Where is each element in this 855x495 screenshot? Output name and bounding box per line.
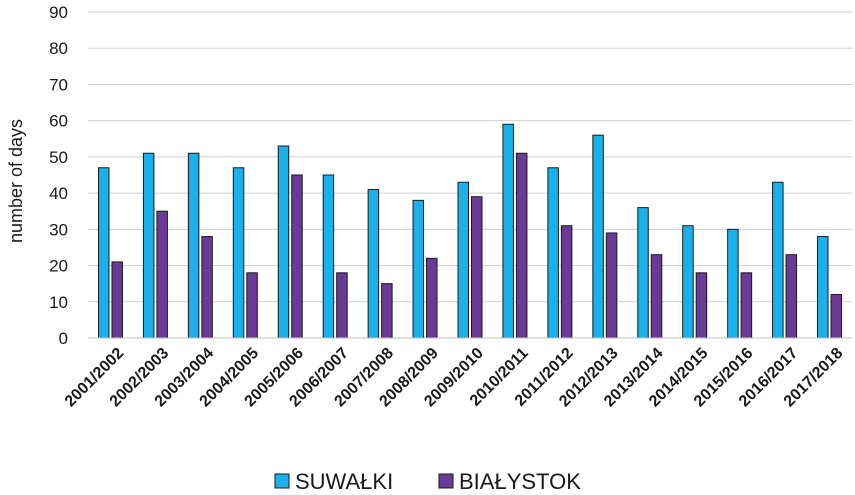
legend-label-bialystok: BIAŁYSTOK: [459, 469, 581, 494]
bar-suwalki: [772, 181, 784, 339]
y-axis-label: number of days: [6, 119, 26, 243]
bar-suwalki: [367, 188, 380, 339]
bar-bialystok: [830, 294, 843, 339]
bar-bialystok: [201, 236, 213, 339]
y-tick-label: 40: [49, 184, 68, 203]
y-tick-label: 0: [59, 329, 68, 348]
x-axis-ticks: 2001/20022002/20032003/20042004/20052005…: [62, 345, 847, 411]
bar-suwalki: [142, 152, 155, 339]
bar-suwalki: [277, 145, 290, 339]
bar-bialystok: [560, 225, 573, 339]
bar-bialystok: [111, 261, 123, 339]
legend-label-suwalki: SUWAŁKI: [295, 469, 393, 494]
bar-suwalki: [502, 123, 514, 339]
bar-suwalki: [682, 225, 694, 339]
bar-bialystok: [156, 210, 168, 339]
bar-bialystok: [291, 174, 303, 339]
bar-bialystok: [426, 257, 438, 339]
gridlines: [88, 11, 852, 303]
legend: SUWAŁKI BIAŁYSTOK: [274, 469, 581, 494]
bar-bialystok: [381, 283, 393, 339]
bar-bialystok: [515, 152, 528, 339]
bar-bialystok: [246, 272, 258, 339]
bar-suwalki: [412, 199, 425, 339]
bar-suwalki: [232, 167, 245, 339]
bar-bialystok: [471, 196, 483, 339]
y-tick-label: 20: [49, 257, 68, 276]
y-tick-label: 10: [49, 293, 68, 312]
bar-bialystok: [740, 272, 753, 339]
bar-bialystok: [785, 254, 798, 339]
bar-suwalki: [637, 207, 649, 339]
legend-swatch-suwalki: [274, 473, 290, 489]
bar-bialystok: [336, 272, 348, 339]
bar-bialystok: [605, 232, 618, 339]
y-tick-label: 60: [49, 112, 68, 131]
y-tick-label: 80: [49, 39, 68, 58]
y-axis-ticks: 0 10 20 30 40 50 60 70 80 90: [49, 3, 68, 348]
bar-suwalki: [592, 134, 604, 339]
y-tick-label: 30: [49, 220, 68, 239]
bar-suwalki: [727, 228, 739, 339]
y-tick-label: 90: [49, 3, 68, 22]
y-tick-label: 50: [49, 148, 68, 167]
bar-suwalki: [322, 174, 335, 339]
legend-swatch-bialystok: [438, 473, 454, 489]
bars: [97, 123, 843, 339]
bar-suwalki: [97, 167, 110, 339]
y-tick-label: 70: [49, 75, 68, 94]
bar-suwalki: [457, 181, 469, 339]
bar-suwalki: [547, 167, 559, 339]
bar-bialystok: [650, 254, 663, 339]
bar-bialystok: [695, 272, 708, 339]
bar-suwalki: [187, 152, 200, 339]
bar-suwalki: [817, 236, 829, 339]
